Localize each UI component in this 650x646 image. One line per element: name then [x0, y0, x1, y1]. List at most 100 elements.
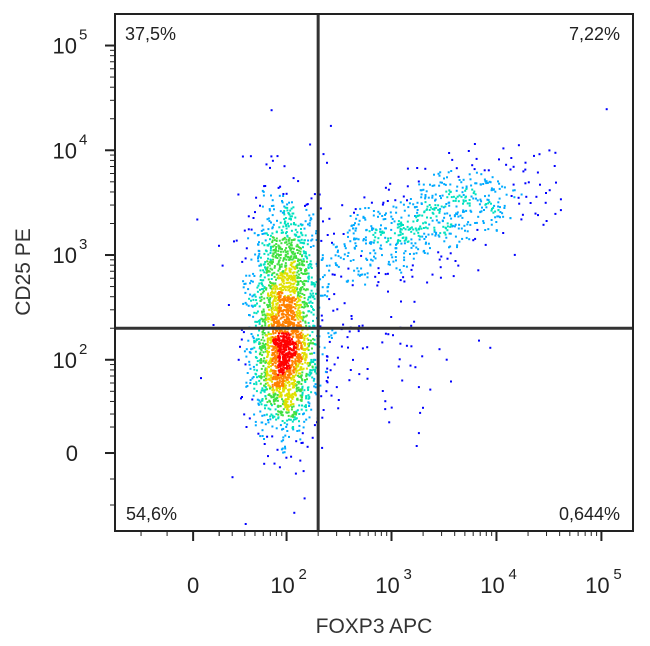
data-point	[284, 398, 287, 401]
data-point	[268, 314, 271, 317]
data-point	[263, 297, 266, 300]
data-point	[307, 223, 309, 226]
data-point	[293, 416, 296, 419]
data-point	[279, 250, 282, 253]
data-point	[295, 362, 298, 365]
data-point	[274, 332, 277, 334]
data-point	[276, 219, 278, 222]
data-point	[412, 244, 415, 247]
data-point	[473, 190, 476, 193]
data-point	[403, 256, 406, 259]
data-point	[262, 318, 265, 321]
data-point	[434, 193, 437, 196]
data-point	[469, 178, 472, 181]
data-point	[284, 353, 286, 356]
data-point	[288, 356, 291, 359]
data-point	[322, 409, 325, 411]
data-point	[381, 341, 384, 344]
data-point	[280, 364, 283, 367]
data-point	[296, 409, 299, 412]
data-point	[406, 199, 408, 202]
data-point	[311, 331, 314, 334]
data-point	[428, 223, 431, 226]
data-point	[273, 239, 276, 242]
data-point	[298, 420, 300, 423]
data-point	[304, 315, 307, 318]
data-point	[278, 259, 281, 262]
x-tick-label: 10	[585, 573, 609, 598]
data-point	[237, 193, 240, 196]
data-point	[279, 317, 282, 320]
data-point	[385, 241, 388, 244]
data-point	[457, 215, 460, 218]
data-point	[276, 287, 279, 290]
data-point	[421, 235, 424, 238]
data-point	[488, 180, 491, 183]
data-point	[290, 311, 293, 314]
data-point	[280, 263, 283, 266]
data-point	[249, 293, 252, 296]
data-point	[293, 315, 296, 318]
data-point	[439, 208, 442, 211]
data-point	[337, 399, 340, 401]
data-point	[394, 256, 397, 258]
data-point	[292, 312, 295, 315]
data-point	[366, 272, 369, 275]
data-point	[279, 329, 282, 332]
data-point	[448, 193, 451, 196]
data-point	[388, 421, 391, 424]
data-point	[329, 124, 332, 127]
data-point	[290, 352, 293, 355]
data-point	[320, 294, 322, 297]
data-point	[288, 304, 291, 307]
data-point	[294, 379, 296, 382]
data-point	[241, 155, 244, 158]
data-point	[410, 324, 413, 327]
data-point	[250, 304, 253, 307]
data-point	[269, 267, 272, 270]
data-point	[294, 216, 297, 219]
data-point	[271, 354, 274, 357]
data-point	[300, 408, 303, 411]
data-point	[476, 228, 479, 231]
data-point	[398, 268, 401, 271]
data-point	[307, 364, 310, 367]
data-point	[387, 188, 390, 191]
data-point	[365, 257, 368, 260]
data-point	[282, 436, 285, 439]
data-point	[297, 358, 300, 361]
data-point	[354, 238, 356, 241]
data-point	[270, 246, 272, 249]
data-point	[354, 229, 357, 232]
data-point	[312, 368, 315, 371]
data-point	[292, 352, 295, 355]
data-point	[279, 210, 282, 213]
data-point	[479, 198, 482, 201]
data-point	[272, 348, 275, 351]
data-point	[286, 423, 289, 426]
data-point	[448, 204, 451, 207]
data-point	[291, 343, 294, 346]
data-point	[315, 281, 318, 283]
data-point	[327, 285, 330, 288]
data-point	[446, 222, 449, 225]
data-point	[292, 428, 295, 431]
data-point	[381, 390, 384, 392]
data-point	[278, 304, 281, 307]
data-point	[291, 406, 294, 409]
data-point	[331, 273, 334, 276]
data-point	[287, 340, 290, 343]
data-point	[284, 206, 287, 209]
data-point	[270, 368, 272, 371]
data-point	[395, 243, 397, 246]
data-point	[245, 381, 248, 384]
data-point	[289, 418, 292, 421]
data-point	[312, 324, 315, 327]
data-point	[297, 321, 300, 324]
data-point	[257, 256, 260, 258]
data-point	[261, 233, 264, 235]
data-point	[200, 377, 202, 380]
data-point	[296, 283, 299, 286]
data-point	[277, 383, 279, 386]
data-point	[287, 256, 290, 259]
